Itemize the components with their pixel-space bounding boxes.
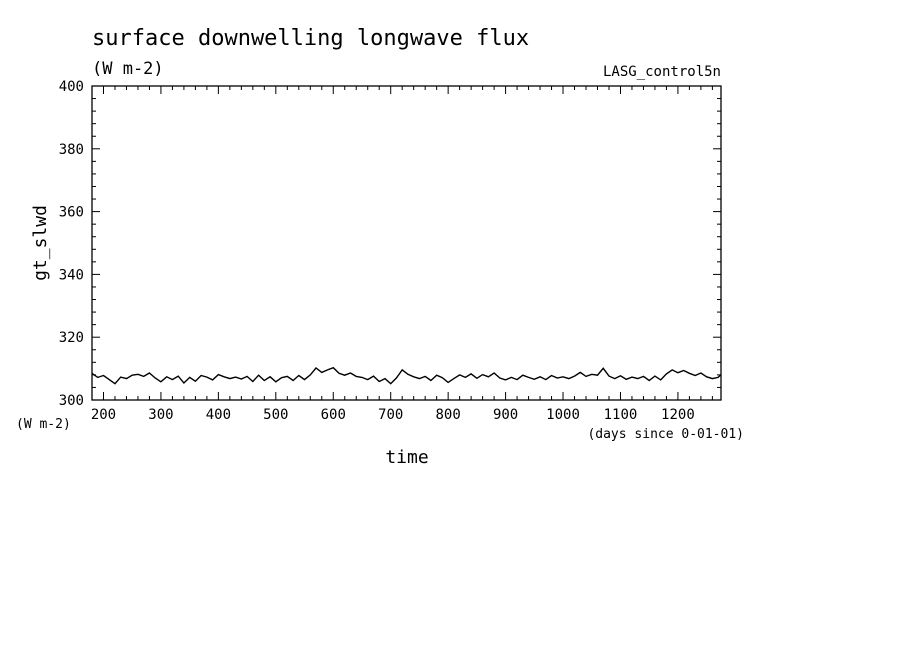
y-tick-label: 340 bbox=[59, 267, 84, 283]
y-tick-label: 380 bbox=[59, 142, 84, 158]
x-tick-label: 1000 bbox=[546, 407, 580, 423]
x-tick-label: 300 bbox=[148, 407, 173, 423]
x-units-note: (days since 0-01-01) bbox=[587, 427, 744, 442]
x-tick-label: 1100 bbox=[604, 407, 638, 423]
y-units-note: (W m-2) bbox=[16, 417, 71, 432]
x-tick-label: 800 bbox=[435, 407, 460, 423]
x-tick-label: 600 bbox=[321, 407, 346, 423]
y-tick-label: 300 bbox=[59, 393, 84, 409]
series-line bbox=[91, 366, 722, 385]
x-tick-label: 400 bbox=[206, 407, 231, 423]
x-axis-label: time bbox=[385, 447, 428, 468]
plot-frame bbox=[91, 85, 722, 401]
y-tick-label: 320 bbox=[59, 330, 84, 346]
x-tick-label: 200 bbox=[91, 407, 116, 423]
y-tick-label: 400 bbox=[59, 79, 84, 95]
x-tick-label: 900 bbox=[493, 407, 518, 423]
chart-title-units: (W m-2) bbox=[92, 59, 164, 79]
x-tick-label: 1200 bbox=[661, 407, 695, 423]
x-tick-label: 500 bbox=[263, 407, 288, 423]
y-tick-label: 360 bbox=[59, 205, 84, 221]
dataset-label: LASG_control5n bbox=[603, 64, 721, 80]
y-axis: 300 320 340 360 380 400 bbox=[59, 79, 721, 409]
x-axis: 200 300 400 500 600 700 800 900 1000 1100 1200 bbox=[91, 86, 713, 423]
chart-title: surface downwelling longwave flux bbox=[92, 26, 529, 51]
x-tick-label: 700 bbox=[378, 407, 403, 423]
y-axis-label: gt_slwd bbox=[30, 205, 51, 281]
